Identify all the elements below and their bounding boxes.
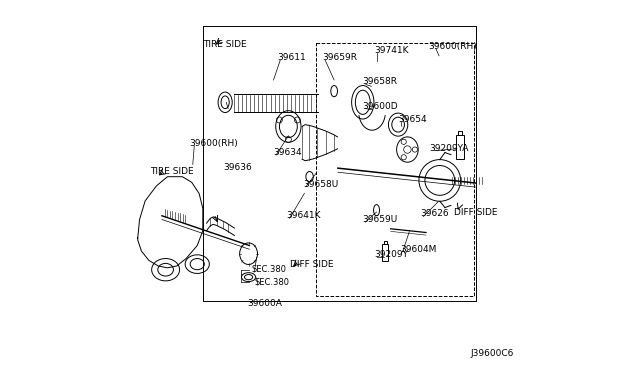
Text: SEC.380: SEC.380 xyxy=(251,265,286,274)
Text: J39600C6: J39600C6 xyxy=(470,349,514,358)
Text: 39634: 39634 xyxy=(273,148,302,157)
Text: 39641K: 39641K xyxy=(287,211,321,220)
Text: 39611: 39611 xyxy=(277,53,306,62)
Text: 39604M: 39604M xyxy=(400,245,436,254)
Text: 39636: 39636 xyxy=(223,163,252,172)
Text: 39626: 39626 xyxy=(420,209,449,218)
Text: 39600(RH): 39600(RH) xyxy=(189,139,238,148)
Bar xyxy=(456,135,464,159)
Text: 39658U: 39658U xyxy=(303,180,339,189)
Text: 39659R: 39659R xyxy=(322,53,357,62)
Text: 39654: 39654 xyxy=(398,115,427,124)
Text: 39600A: 39600A xyxy=(248,299,282,308)
Text: 39741K: 39741K xyxy=(374,46,408,55)
Text: 39658R: 39658R xyxy=(363,77,398,86)
Text: TIRE SIDE: TIRE SIDE xyxy=(150,167,193,176)
Bar xyxy=(383,244,388,261)
Text: 39600D: 39600D xyxy=(363,102,399,110)
Bar xyxy=(383,241,387,244)
Text: DIFF SIDE: DIFF SIDE xyxy=(291,260,333,269)
Bar xyxy=(458,131,462,135)
Text: 39600(RH): 39600(RH) xyxy=(428,42,477,51)
Text: 39659U: 39659U xyxy=(363,215,398,224)
Text: 39209YA: 39209YA xyxy=(429,144,469,153)
Text: TIRE SIDE: TIRE SIDE xyxy=(203,40,246,49)
Text: SEC.380: SEC.380 xyxy=(255,278,290,287)
Text: 39209Y: 39209Y xyxy=(374,250,408,259)
Text: DIFF SIDE: DIFF SIDE xyxy=(454,208,497,217)
